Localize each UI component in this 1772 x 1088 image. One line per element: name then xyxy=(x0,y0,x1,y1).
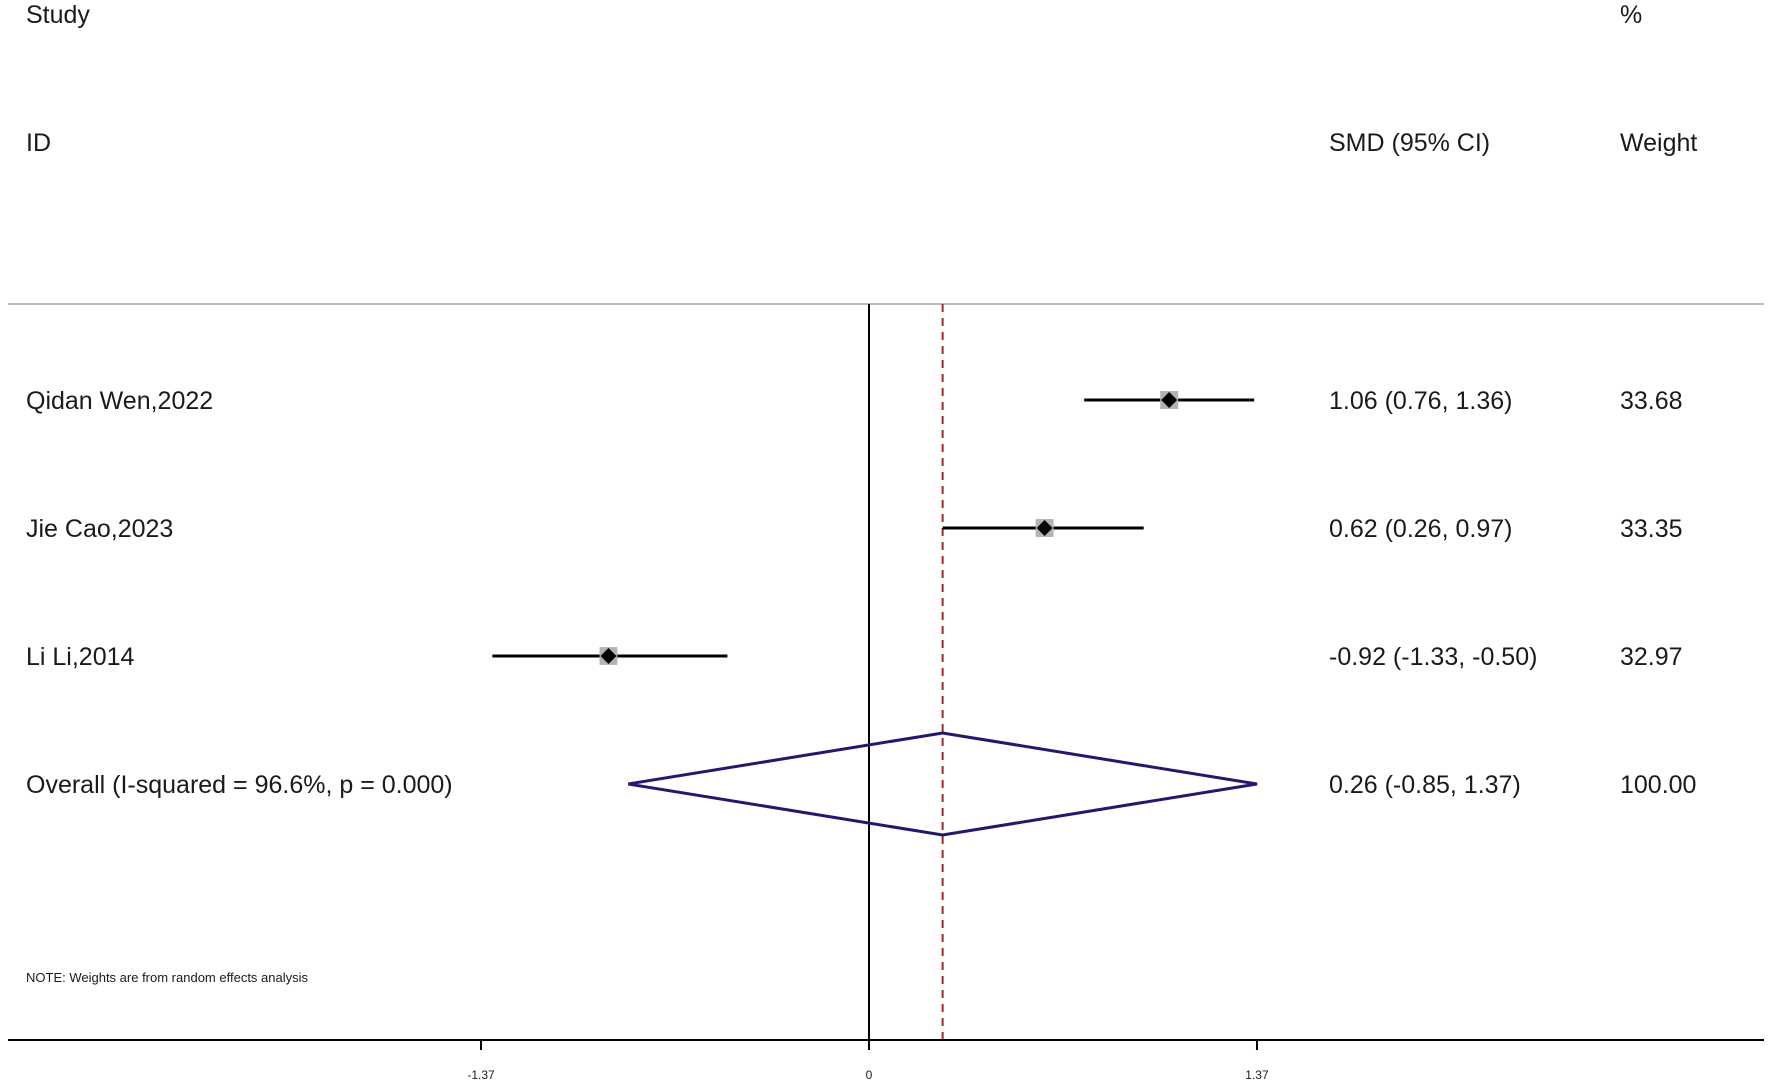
overall-ci: 0.26 (-0.85, 1.37) xyxy=(1329,771,1521,799)
weights-note: NOTE: Weights are from random effects an… xyxy=(26,970,309,985)
weight-header-line1: % xyxy=(1620,1,1643,29)
study-marks xyxy=(492,391,1258,837)
tick-label: 1.37 xyxy=(1245,1068,1269,1082)
point-estimate xyxy=(600,648,617,664)
study-weight: 33.35 xyxy=(1620,515,1683,543)
weight-header-line2: Weight xyxy=(1620,129,1698,157)
study-ci: 0.62 (0.26, 0.97) xyxy=(1329,515,1513,543)
point-estimate xyxy=(1161,392,1178,408)
study-label: Li Li,2014 xyxy=(26,643,135,671)
study-ci: -0.92 (-1.33, -0.50) xyxy=(1329,643,1538,671)
overall-diamond xyxy=(628,731,1258,837)
study-weight: 32.97 xyxy=(1620,643,1683,671)
point-estimate xyxy=(1036,520,1053,536)
overall-label: Overall (I-squared = 96.6%, p = 0.000) xyxy=(26,771,453,799)
study-label: Qidan Wen,2022 xyxy=(26,387,214,415)
overall-weight: 100.00 xyxy=(1620,771,1697,799)
x-axis-ticks xyxy=(480,1040,1258,1050)
study-ci: 1.06 (0.76, 1.36) xyxy=(1329,387,1513,415)
study-header-line2: ID xyxy=(26,129,51,157)
study-label: Jie Cao,2023 xyxy=(26,515,174,543)
tick-label: 0 xyxy=(865,1068,873,1082)
tick-label: -1.37 xyxy=(467,1068,495,1082)
study-header-line1: Study xyxy=(26,1,90,29)
effect-header: SMD (95% CI) xyxy=(1329,129,1491,157)
study-weight: 33.68 xyxy=(1620,387,1683,415)
